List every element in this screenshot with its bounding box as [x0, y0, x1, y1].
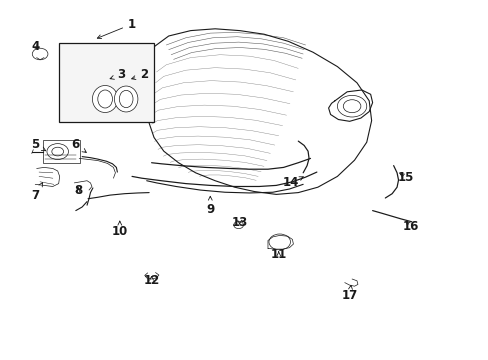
Text: 4: 4 [31, 40, 39, 53]
Text: 8: 8 [74, 184, 82, 197]
Text: 10: 10 [111, 221, 128, 238]
Text: 2: 2 [131, 68, 148, 81]
Text: 3: 3 [110, 68, 125, 81]
Text: 15: 15 [397, 171, 413, 184]
Text: 16: 16 [402, 220, 418, 233]
Circle shape [32, 48, 48, 60]
Text: 1: 1 [97, 18, 136, 39]
Circle shape [337, 95, 366, 117]
Text: 13: 13 [231, 216, 247, 229]
Text: 7: 7 [31, 183, 42, 202]
Text: 5: 5 [31, 138, 45, 151]
Bar [43, 140, 80, 163]
Ellipse shape [92, 85, 118, 112]
Ellipse shape [98, 90, 112, 108]
Text: 6: 6 [72, 138, 86, 152]
Text: 11: 11 [270, 248, 286, 261]
Text: 12: 12 [143, 274, 160, 287]
Text: 17: 17 [341, 285, 357, 302]
Ellipse shape [119, 90, 133, 108]
Circle shape [52, 147, 63, 156]
Circle shape [343, 100, 360, 113]
Text: 14: 14 [282, 176, 303, 189]
Ellipse shape [114, 86, 138, 112]
Circle shape [233, 221, 243, 229]
Bar [59, 43, 154, 122]
Text: 9: 9 [206, 196, 214, 216]
Circle shape [268, 234, 290, 250]
Circle shape [47, 144, 68, 159]
